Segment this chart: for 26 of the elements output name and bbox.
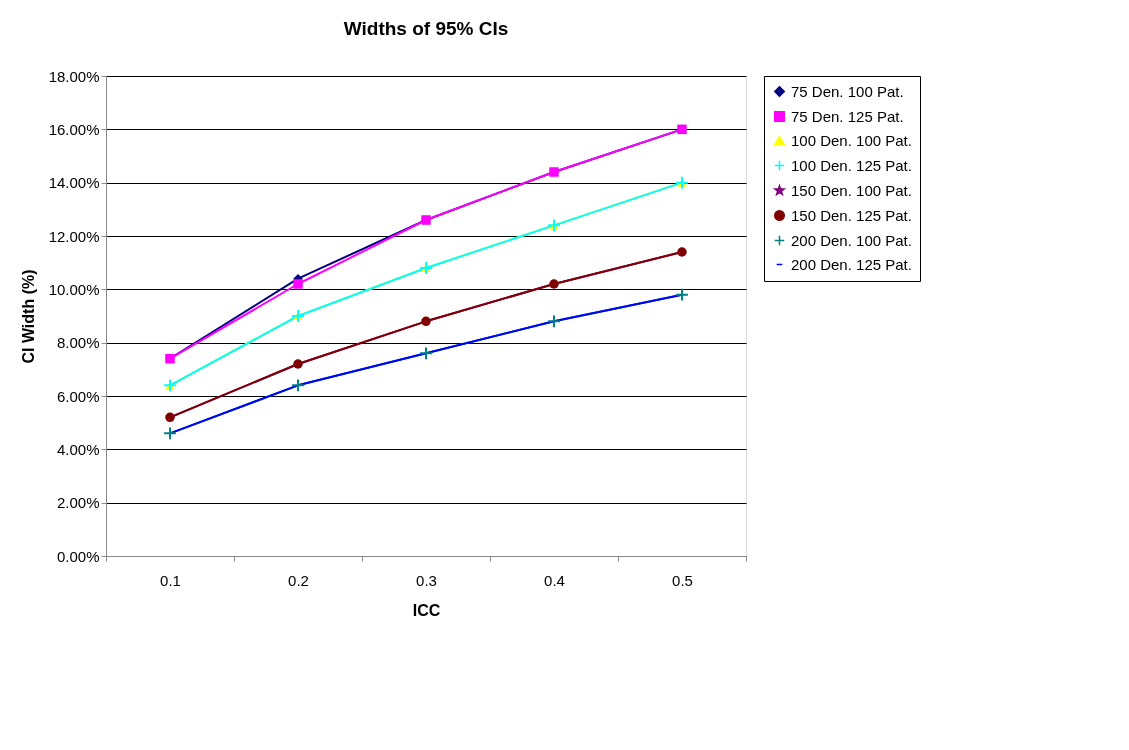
- x-tick-label: 0.1: [160, 571, 181, 589]
- y-tick-label: 8.00%: [56, 334, 100, 352]
- y-tick-label: 6.00%: [56, 387, 100, 405]
- y-tick-label: 14.00%: [48, 174, 100, 192]
- legend-label: 75 Den. 125 Pat.: [791, 107, 904, 125]
- y-tick-label: 10.00%: [48, 280, 100, 298]
- legend-label: 100 Den. 125 Pat.: [791, 156, 912, 174]
- legend-label: 150 Den. 100 Pat.: [791, 181, 912, 199]
- y-tick-label: 0.00%: [56, 547, 100, 565]
- x-axis-title: ICC: [412, 601, 441, 619]
- legend-label: 75 Den. 100 Pat.: [791, 82, 904, 100]
- y-tick-label: 2.00%: [56, 494, 100, 512]
- y-axis-title: CI Width (%): [19, 269, 37, 364]
- legend-label: 100 Den. 100 Pat.: [791, 131, 912, 149]
- x-tick-label: 0.5: [672, 571, 693, 589]
- y-tick-label: 18.00%: [48, 67, 100, 85]
- y-tick-label: 4.00%: [56, 440, 100, 458]
- legend-label: 200 Den. 125 Pat.: [791, 255, 912, 273]
- y-tick-label: 16.00%: [48, 120, 100, 138]
- x-tick-label: 0.3: [416, 571, 437, 589]
- legend-label: 150 Den. 125 Pat.: [791, 206, 912, 224]
- x-tick-label: 0.2: [288, 571, 309, 589]
- x-tick-label: 0.4: [544, 571, 565, 589]
- legend-label: 200 Den. 100 Pat.: [791, 231, 912, 249]
- chart-title: Widths of 95% CIs: [343, 18, 509, 39]
- y-tick-label: 12.00%: [48, 227, 100, 245]
